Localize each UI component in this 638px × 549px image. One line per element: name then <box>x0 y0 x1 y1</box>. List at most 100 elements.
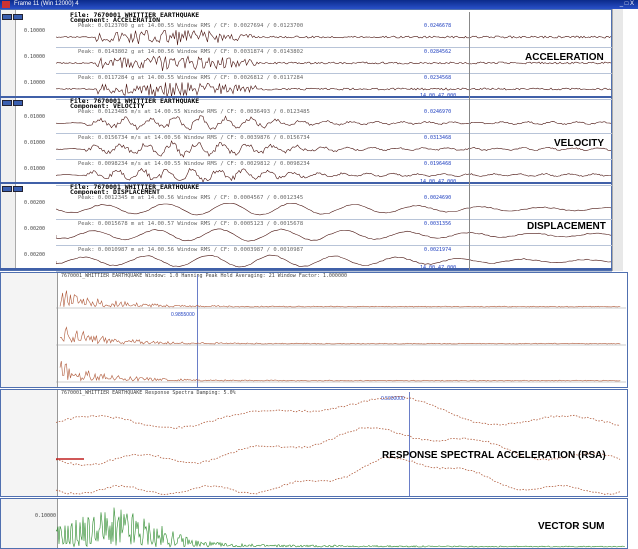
left-toolbar <box>1 10 16 270</box>
channel-scale-value: 0.00200 <box>24 252 46 258</box>
cursor-line <box>469 12 470 270</box>
channel-divider <box>56 245 612 246</box>
channel-header: Peak: 0.0098234 m/s at 14.00.55 Window R… <box>78 161 310 167</box>
vector-y-value: 0.10000 <box>35 513 57 519</box>
channel-peak-value: 0.0234568 <box>424 75 452 81</box>
channel-peak-value: 0.0196468 <box>424 161 452 167</box>
channel-header: Peak: 0.0123485 m/s at 14.00.55 Window R… <box>78 109 310 115</box>
window-titlebar <box>0 0 638 9</box>
record-file-title: File: 7670001 WHITTIER EARTHQUAKE <box>70 97 200 105</box>
channel-trace <box>56 203 612 216</box>
channel-trace <box>56 254 612 268</box>
app-icon <box>2 1 10 8</box>
channel-peak-value: 0.0284562 <box>424 49 452 55</box>
record-file-title: File: 7670001 WHITTIER EARTHQUAKE <box>70 11 200 19</box>
channel-scale-value: 0.00200 <box>24 200 46 206</box>
rsa-trace <box>56 455 621 495</box>
fft-trace <box>59 290 621 308</box>
trace-path <box>56 55 612 71</box>
channel-header: Peak: 0.0015678 m at 14.00.57 Window RMS… <box>78 221 304 227</box>
channel-header: Peak: 0.0117284 g at 14.00.55 Window RMS… <box>78 75 304 81</box>
channel-divider <box>56 47 612 48</box>
channel-trace <box>56 228 612 242</box>
record-component-title: Component: DISPLACEMENT <box>70 188 161 196</box>
channel-trace <box>56 140 612 158</box>
record-toggle-button[interactable] <box>13 100 23 106</box>
channel-trace <box>56 55 612 71</box>
vector-left-axis <box>1 499 58 548</box>
channel-header: Peak: 0.0123700 g at 14.00.55 Window RMS… <box>78 23 304 29</box>
record-separator <box>0 182 612 184</box>
rsa-spectrum-plot <box>56 395 621 495</box>
trace-path <box>56 82 612 98</box>
channel-header: Peak: 0.0012345 m at 14.00.56 Window RMS… <box>78 195 304 201</box>
channel-divider <box>56 159 612 160</box>
fft-trace <box>59 326 621 345</box>
record-toggle-button[interactable] <box>13 14 23 20</box>
window-controls[interactable]: _ □ X <box>619 1 634 7</box>
vector-sum-trace <box>56 507 626 548</box>
channel-scale-value: 0.01000 <box>24 114 46 120</box>
rsa-left-axis <box>1 390 58 496</box>
rsa-trace <box>56 427 621 466</box>
channel-trace <box>56 82 612 98</box>
fft-marker: 0.9855000 <box>171 312 195 318</box>
channel-peak-value: 0.0313468 <box>424 135 452 141</box>
record-component-title: Component: VELOCITY <box>70 102 145 110</box>
window-title: Frame 11 (Win 12000) 4 <box>14 1 79 7</box>
record-separator <box>0 96 612 98</box>
record-toggle-button[interactable] <box>2 14 12 20</box>
channel-divider <box>56 99 612 100</box>
rsa-header: 7670001_WHITTIER EARTHQUAKE Response Spe… <box>61 390 236 396</box>
channel-divider <box>56 73 612 74</box>
record-toggle-button[interactable] <box>2 100 12 106</box>
fft-left-axis <box>1 273 58 387</box>
channel-header: Peak: 0.0010987 m at 14.00.56 Window RMS… <box>78 247 304 253</box>
trace-path <box>56 254 612 268</box>
vector-label: VECTOR SUM <box>538 521 605 532</box>
rsa-marker: 0.5000000 <box>381 396 405 402</box>
channel-divider <box>56 271 612 272</box>
channel-scale-value: 0.01000 <box>24 166 46 172</box>
vector-sum-plot <box>56 507 626 548</box>
channel-trace <box>56 167 612 184</box>
channel-divider <box>56 133 612 134</box>
fft-header: 7670001_WHITTIER EARTHQUAKE Window: 1.0 … <box>61 273 347 279</box>
channel-divider <box>56 219 612 220</box>
fft-spectrum-plot <box>56 290 626 383</box>
fft-trace <box>59 361 621 382</box>
channel-trace <box>56 29 612 46</box>
fft-cursor <box>197 275 198 387</box>
trace-path <box>56 203 612 216</box>
record-toggle-button[interactable] <box>2 186 12 192</box>
channel-scale-value: 0.10000 <box>24 28 46 34</box>
trace-path <box>56 140 612 158</box>
record-label: ACCELERATION <box>525 52 604 63</box>
channel-peak-value: 0.0246678 <box>424 23 452 29</box>
channel-divider <box>56 185 612 186</box>
rsa-trace <box>56 395 621 430</box>
record-label: DISPLACEMENT <box>527 221 606 232</box>
vertical-scrollbar[interactable] <box>612 9 623 271</box>
channel-scale-value: 0.00200 <box>24 226 46 232</box>
channel-scale-value: 0.10000 <box>24 80 46 86</box>
trace-path <box>56 29 612 46</box>
channel-peak-value: 0.0021974 <box>424 247 452 253</box>
rsa-cursor <box>409 392 410 496</box>
rsa-label: RESPONSE SPECTRAL ACCELERATION (RSA) <box>382 450 606 461</box>
record-file-title: File: 7670001 WHITTIER EARTHQUAKE <box>70 183 200 191</box>
record-label: VELOCITY <box>554 138 605 149</box>
channel-peak-value: 0.0246970 <box>424 109 452 115</box>
trace-path <box>56 228 612 242</box>
channel-peak-value: 0.0031356 <box>424 221 452 227</box>
channel-scale-value: 0.10000 <box>24 54 46 60</box>
time-history-panel <box>0 9 612 271</box>
fft-panel: 7670001_WHITTIER EARTHQUAKE Window: 1.0 … <box>0 272 628 388</box>
channel-scale-value: 0.01000 <box>24 140 46 146</box>
trace-path <box>56 167 612 184</box>
channel-header: Peak: 0.0156734 m/s at 14.00.56 Window R… <box>78 135 310 141</box>
record-toggle-button[interactable] <box>13 186 23 192</box>
channel-trace <box>56 115 612 131</box>
record-component-title: Component: ACCELERATION <box>70 16 161 24</box>
channel-peak-value: 0.0024690 <box>424 195 452 201</box>
